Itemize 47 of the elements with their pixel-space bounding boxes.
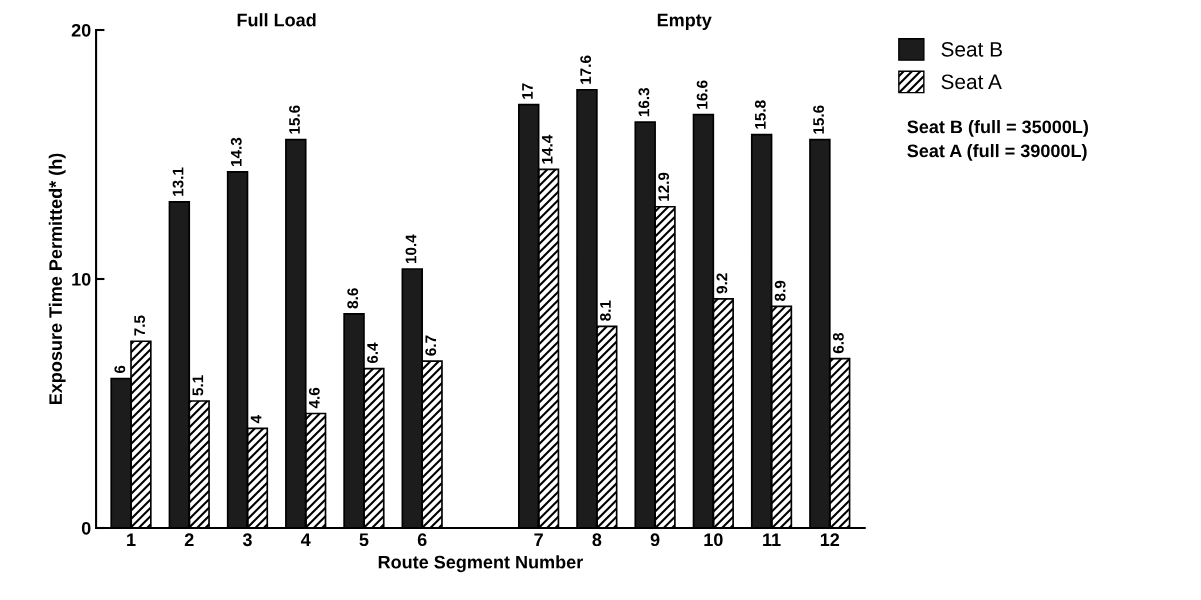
data-label: 15.6 <box>289 105 300 134</box>
legend-label: Seat A <box>941 74 1002 90</box>
data-label: 6.4 <box>367 342 378 364</box>
data-label: 4.6 <box>308 387 320 409</box>
y-tick-label: 10 <box>72 272 91 286</box>
x-tick-label: 3 <box>242 533 252 547</box>
data-label: 15.6 <box>813 105 824 134</box>
x-tick-label: 4 <box>300 533 311 546</box>
data-label: 4 <box>250 415 262 424</box>
x-tick-label: 10 <box>704 533 723 547</box>
data-label: 8.9 <box>774 280 786 301</box>
data-label: 17 <box>522 83 533 99</box>
annotation: Empty <box>657 13 712 30</box>
data-label: 6 <box>114 365 126 374</box>
x-tick-label: 8 <box>592 533 602 547</box>
data-label: 14.4 <box>541 134 553 164</box>
data-label: 13.1 <box>172 167 184 196</box>
data-label: 6.8 <box>832 332 844 354</box>
x-axis-title: Route Segment Number <box>378 555 583 573</box>
y-axis-title: Exposure Time Permitted* (h) <box>48 153 66 405</box>
x-tick-label: 12 <box>820 533 840 546</box>
data-label: 10.4 <box>405 234 417 264</box>
data-label: 12.9 <box>658 172 670 201</box>
data-label: 8.6 <box>347 288 359 309</box>
text: Seat A (full = 39000L) <box>907 144 1087 161</box>
data-label: 16.3 <box>638 87 650 117</box>
data-label: 9.2 <box>716 273 728 294</box>
x-tick-label: 5 <box>359 533 369 547</box>
x-tick-label: 6 <box>417 533 427 547</box>
x-tick-label: 11 <box>763 533 781 546</box>
data-label: 8.1 <box>600 300 611 321</box>
text: Seat B (full = 35000L) <box>907 120 1088 137</box>
data-label: 17.6 <box>580 55 592 84</box>
x-tick-label: 7 <box>534 533 543 546</box>
x-tick-label: 9 <box>650 533 660 547</box>
x-tick-label: 2 <box>184 533 194 546</box>
y-tick-label: 20 <box>71 23 91 37</box>
data-label: 16.6 <box>696 80 708 109</box>
data-label: 5.1 <box>192 375 204 396</box>
data-label: 6.7 <box>425 335 437 356</box>
data-label: 14.3 <box>230 137 242 166</box>
y-tick-label: 0 <box>81 521 91 535</box>
data-label: 7.5 <box>134 315 146 336</box>
data-label: 15.8 <box>754 100 766 129</box>
legend-label: Seat B <box>941 41 1002 57</box>
text: Full Load <box>237 13 316 27</box>
x-tick-label: 1 <box>127 533 136 546</box>
